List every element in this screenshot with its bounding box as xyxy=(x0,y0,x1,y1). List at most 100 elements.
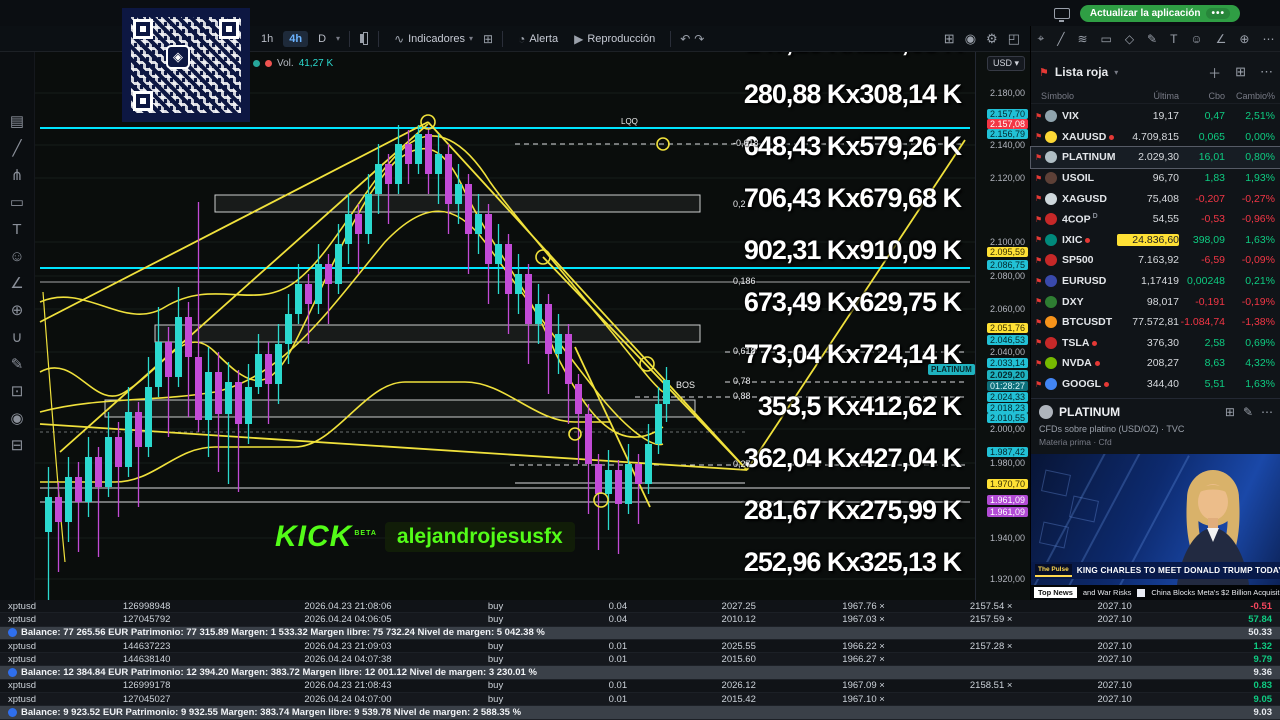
position-cell[interactable]: 2157.28 × xyxy=(969,640,1013,652)
position-row[interactable]: xptusd 126999178 2026.04.23 21:08:43 buy 0.0… xyxy=(0,680,1280,694)
screen-share-icon[interactable] xyxy=(1053,7,1070,22)
position-cell[interactable]: 1967.09 × xyxy=(842,680,885,692)
position-cell[interactable]: 2027.10 xyxy=(1097,680,1132,692)
position-cell[interactable]: 2027.10 xyxy=(1097,693,1132,705)
chart-legend[interactable]: Vol. 41,27 K xyxy=(253,58,333,69)
fib-icon[interactable]: ≋ xyxy=(1077,31,1088,46)
watchlist-row-nvda[interactable]: ⚑ NVDA 208,27 8,63 4,32% xyxy=(1031,353,1280,374)
position-profit: 9.05 xyxy=(1253,693,1273,705)
position-row[interactable]: xptusd 144637223 2026.04.23 21:09:03 buy 0.0… xyxy=(0,640,1280,654)
position-cell[interactable]: 1966.22 × xyxy=(842,640,885,652)
zoom-tool-icon[interactable]: ⊕ xyxy=(10,302,24,319)
column-pct[interactable]: Cambio% xyxy=(1235,90,1275,101)
templates-grid-icon[interactable]: ⊞ xyxy=(483,31,494,46)
eye-tool-icon[interactable]: ◉ xyxy=(10,410,24,427)
column-symbol[interactable]: Símbolo xyxy=(1041,90,1075,101)
emoji-icon[interactable]: ☺ xyxy=(1190,31,1203,46)
alert-button[interactable]: ◔ Alerta xyxy=(512,30,564,48)
watchlist-row-eurusd[interactable]: ⚑ EURUSD 1,17419 0,00248 0,21% xyxy=(1031,271,1280,292)
position-cell[interactable]: 1967.03 × xyxy=(842,613,885,625)
chart-type-icon[interactable] xyxy=(359,31,369,46)
symbol-more-icon[interactable]: ⋯ xyxy=(1261,405,1273,419)
replay-button[interactable]: ▶ Reproducción xyxy=(568,30,661,48)
position-cell[interactable]: 2027.10 xyxy=(1097,653,1132,665)
position-cell[interactable]: 1966.27 × xyxy=(842,653,885,665)
rect-icon[interactable]: ▭ xyxy=(1100,31,1112,46)
symbol-edit-icon[interactable]: ✎ xyxy=(1242,405,1253,419)
position-cell[interactable]: 1967.10 × xyxy=(842,693,885,705)
timeframe-1h-button[interactable]: 1h xyxy=(261,32,274,45)
settings-icon[interactable]: ⚙ xyxy=(986,30,998,46)
undo-icon[interactable]: ↶ xyxy=(680,31,691,46)
pencil-icon[interactable]: ✎ xyxy=(1147,31,1158,46)
timeframe-chevron-icon[interactable]: ▾ xyxy=(336,34,341,43)
update-more-icon[interactable]: ••• xyxy=(1206,7,1230,19)
symbol-grid-icon[interactable]: ⊞ xyxy=(1224,405,1235,419)
watchlist-row-usoil[interactable]: ⚑ USOIL 96,70 1,83 1,93% xyxy=(1031,168,1280,189)
redo-icon[interactable]: ↷ xyxy=(694,31,705,46)
watchlist-row-vix[interactable]: ⚑ VIX 19,17 0,47 2,51% xyxy=(1031,106,1280,127)
lock-tool-icon[interactable]: ⊡ xyxy=(10,383,24,400)
watchlist-row-dxy[interactable]: ⚑ DXY 98,017 -0,191 -0,19% xyxy=(1031,291,1280,312)
watchlist-row-xauusd[interactable]: ⚑ XAUUSD 4.709,815 0,065 0,00% xyxy=(1031,127,1280,148)
measure-tool-icon[interactable]: ∠ xyxy=(10,275,24,292)
timeframe-d-button[interactable]: D xyxy=(318,32,327,45)
add-symbol-icon[interactable]: ＋ xyxy=(1208,65,1222,81)
watchlist-row-googl[interactable]: ⚑ GOOGL 344,40 5,51 1,63% xyxy=(1031,374,1280,395)
watchlist-chevron-icon[interactable]: ▾ xyxy=(1114,67,1119,77)
diamond-icon[interactable]: ◇ xyxy=(1124,31,1135,46)
pencil-tool-icon[interactable]: ✎ xyxy=(10,356,24,373)
zoom-in-icon[interactable]: ⊕ xyxy=(1239,31,1250,46)
watchlist-row-sp500[interactable]: ⚑ SP500 7.163,92 -6,59 -0,09% xyxy=(1031,250,1280,271)
red-list-flag-icon[interactable]: ⚑ xyxy=(1039,66,1049,79)
watchlist-row-ixic[interactable]: ⚑ IXIC 24.836,60 398,09 1,63% xyxy=(1031,230,1280,251)
watchlist-more-icon[interactable]: ⋯ xyxy=(1260,64,1273,79)
text-icon[interactable]: T xyxy=(1170,31,1178,46)
position-row[interactable]: xptusd 127045792 2026.04.24 04:06:05 buy 0.0… xyxy=(0,613,1280,627)
shapes-tool-icon[interactable]: ▭ xyxy=(9,194,25,211)
emoji-tool-icon[interactable]: ☺ xyxy=(9,248,25,265)
bos-label[interactable]: BOS xyxy=(676,380,696,390)
column-chg[interactable]: Cbo xyxy=(1208,90,1225,101)
symbol-name[interactable]: PLATINUM xyxy=(1059,405,1121,419)
snapshot-icon[interactable]: ◉ xyxy=(964,30,977,46)
fullscreen-icon[interactable]: ◰ xyxy=(1007,30,1020,46)
update-app-button[interactable]: Actualizar la aplicación ••• xyxy=(1079,4,1240,22)
position-row[interactable]: xptusd 127045027 2026.04.24 04:07:00 buy 0.0… xyxy=(0,693,1280,707)
watchlist-title[interactable]: Lista roja xyxy=(1054,65,1109,79)
chart-canvas[interactable]: 147,25 Kx125,68 K280,88 Kx308,14 K648,43… xyxy=(35,27,975,600)
trash-tool-icon[interactable]: ⊟ xyxy=(10,437,24,454)
pitchfork-tool-icon[interactable]: ⋔ xyxy=(10,167,24,184)
position-cell[interactable]: 1967.76 × xyxy=(842,600,885,612)
timeframe-4h-button[interactable]: 4h xyxy=(283,30,309,47)
lqq-label[interactable]: LQQ xyxy=(621,117,638,126)
watchlist-row-platinum[interactable]: ⚑ PLATINUM 2.029,30 16,01 0,80% xyxy=(1030,146,1280,169)
column-last[interactable]: Última xyxy=(1153,90,1179,101)
watchlist-row-tsla[interactable]: ⚑ TSLA 376,30 2,58 0,69% xyxy=(1031,333,1280,354)
news-video[interactable]: The Pulse KING CHARLES TO MEET DONALD TR… xyxy=(1031,454,1280,585)
watchlist-row-4cop[interactable]: ⚑ 4COP D 54,55 -0,53 -0,96% xyxy=(1031,209,1280,230)
position-cell[interactable]: 2157.59 × xyxy=(969,613,1013,625)
text-tool-icon[interactable]: T xyxy=(12,221,22,238)
position-cell[interactable]: 2027.10 xyxy=(1097,640,1132,652)
position-row[interactable]: xptusd 144638140 2026.04.24 04:07:38 buy 0.0… xyxy=(0,653,1280,667)
watchlist-row-btcusdt[interactable]: ⚑ BTCUSDT 77.572,81 -1.084,74 -1,38% xyxy=(1031,312,1280,333)
position-cell[interactable]: 2158.51 × xyxy=(969,680,1013,692)
watchlist-grid-icon[interactable]: ⊞ xyxy=(1235,64,1246,79)
watchlist-row-xagusd[interactable]: ⚑ XAGUSD 75,408 -0,207 -0,27% xyxy=(1031,188,1280,209)
crosshair-icon[interactable]: ⌖ xyxy=(1037,31,1045,45)
layout-grid-icon[interactable]: ⊞ xyxy=(943,30,955,46)
position-cell[interactable]: 2027.10 xyxy=(1097,613,1132,625)
line-icon[interactable]: ╱ xyxy=(1057,31,1065,46)
magnet-tool-icon[interactable]: ∪ xyxy=(11,329,23,346)
position-row[interactable]: xptusd 126998948 2026.04.23 21:08:06 buy 0.0… xyxy=(0,600,1280,614)
chart-tool-icon[interactable]: ▤ xyxy=(9,113,25,130)
more-icon[interactable]: ⋯ xyxy=(1262,31,1275,46)
position-cell[interactable]: 2027.10 xyxy=(1097,600,1132,612)
angle-icon[interactable]: ∠ xyxy=(1215,31,1227,46)
position-cell[interactable]: 2157.54 × xyxy=(969,600,1013,612)
indicators-button[interactable]: ∿ Indicadores ▾ xyxy=(388,30,479,48)
trendline-tool-icon[interactable]: ╱ xyxy=(12,140,22,157)
currency-selector[interactable]: USD ▾ xyxy=(986,56,1025,71)
price-axis[interactable]: USD ▾ 2.180,00 2.157,70 2.157,08 2.156,79 2.… xyxy=(975,52,1030,600)
